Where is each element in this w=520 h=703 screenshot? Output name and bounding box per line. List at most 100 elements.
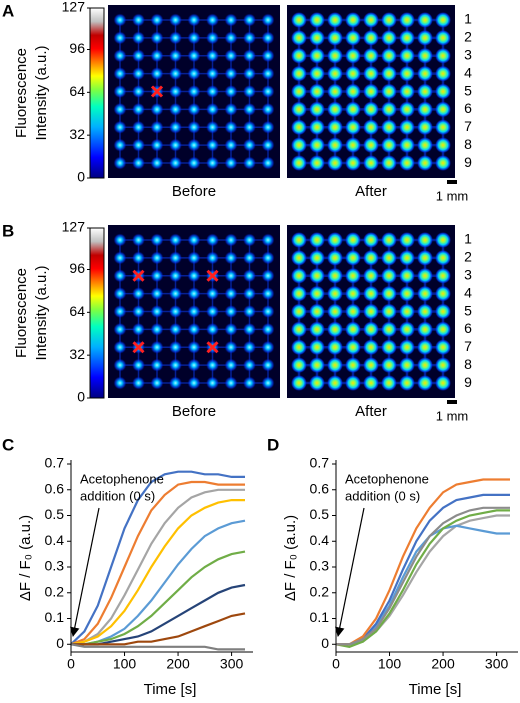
spot [363,29,379,46]
spot [417,29,433,46]
red-cross [206,269,219,282]
annotation-arrow [335,507,365,637]
spot [187,120,201,134]
spot [150,49,164,63]
spot [113,340,127,354]
red-cross [206,341,219,354]
spot [363,232,379,248]
x-axis-label: Time [s] [409,681,462,698]
spot [399,47,415,64]
spot [243,376,256,390]
colorbar-tick-label: 0 [77,389,85,405]
spot [150,358,164,372]
spot [309,47,325,64]
spot [261,340,275,354]
spot [417,375,433,391]
colorbar-tick-label: 0 [77,169,85,185]
spot [291,65,307,82]
spot [309,155,325,171]
image-label: Before [172,403,216,420]
row-label: 3 [464,47,472,63]
spot [363,267,379,284]
spot [327,83,343,100]
spot [291,137,307,154]
spot [132,322,145,336]
spot [345,47,361,64]
spot [381,65,397,82]
spot [113,13,127,27]
spot [150,138,164,152]
y-tick-label: 0.5 [45,506,65,522]
spot [187,305,201,318]
x-tick-label: 300 [485,656,509,672]
spot [224,85,238,98]
spot [187,49,201,63]
spot [150,340,164,354]
data-line [335,509,510,648]
spot [169,376,182,390]
spot [435,357,451,374]
colorbar-tick-label: 32 [69,346,85,362]
spot [243,120,256,134]
spot [113,156,127,170]
spot [132,233,145,247]
spot [381,83,397,100]
spot [169,233,182,247]
spot [224,31,238,45]
x-tick-label: 100 [113,656,137,672]
spot [381,155,397,171]
spot [169,67,182,81]
spot [399,12,415,28]
spot [399,339,415,356]
spot [150,67,164,81]
spot [309,29,325,46]
spot [187,102,201,116]
spot [132,120,145,134]
red-cross [132,269,145,282]
spot [417,339,433,356]
x-tick-label: 100 [378,656,402,672]
spot [327,375,343,391]
spot [417,155,433,171]
spot [345,285,361,302]
spot [261,269,275,283]
spot [291,29,307,46]
spot [309,65,325,82]
spot [399,303,415,320]
spot [345,12,361,28]
spot [169,251,182,265]
spot [363,83,379,100]
spot [150,120,164,134]
y-tick-label: 0.6 [45,480,65,496]
spot [435,119,451,136]
spot [150,305,164,318]
x-tick-label: 0 [332,656,340,672]
spot [169,340,182,354]
spot [224,322,238,336]
y-tick-label: 0.1 [310,609,330,625]
spot [132,376,145,390]
spot [327,357,343,374]
spot [206,85,219,98]
spot [169,322,182,336]
spot [187,358,201,372]
spot [169,138,182,152]
spot [113,120,127,134]
y-tick-label: 0.3 [310,558,330,574]
spot [224,251,238,265]
spot [381,357,397,374]
spot [291,321,307,338]
row-label: 5 [464,82,472,98]
spot [417,321,433,338]
spot [291,119,307,136]
spot [224,287,238,301]
annotation: Acetophenone [345,471,429,486]
spot [399,155,415,171]
spot [309,321,325,338]
spot [399,119,415,136]
spot [243,138,256,152]
spot [206,67,219,81]
spot [399,357,415,374]
spot [243,13,256,27]
